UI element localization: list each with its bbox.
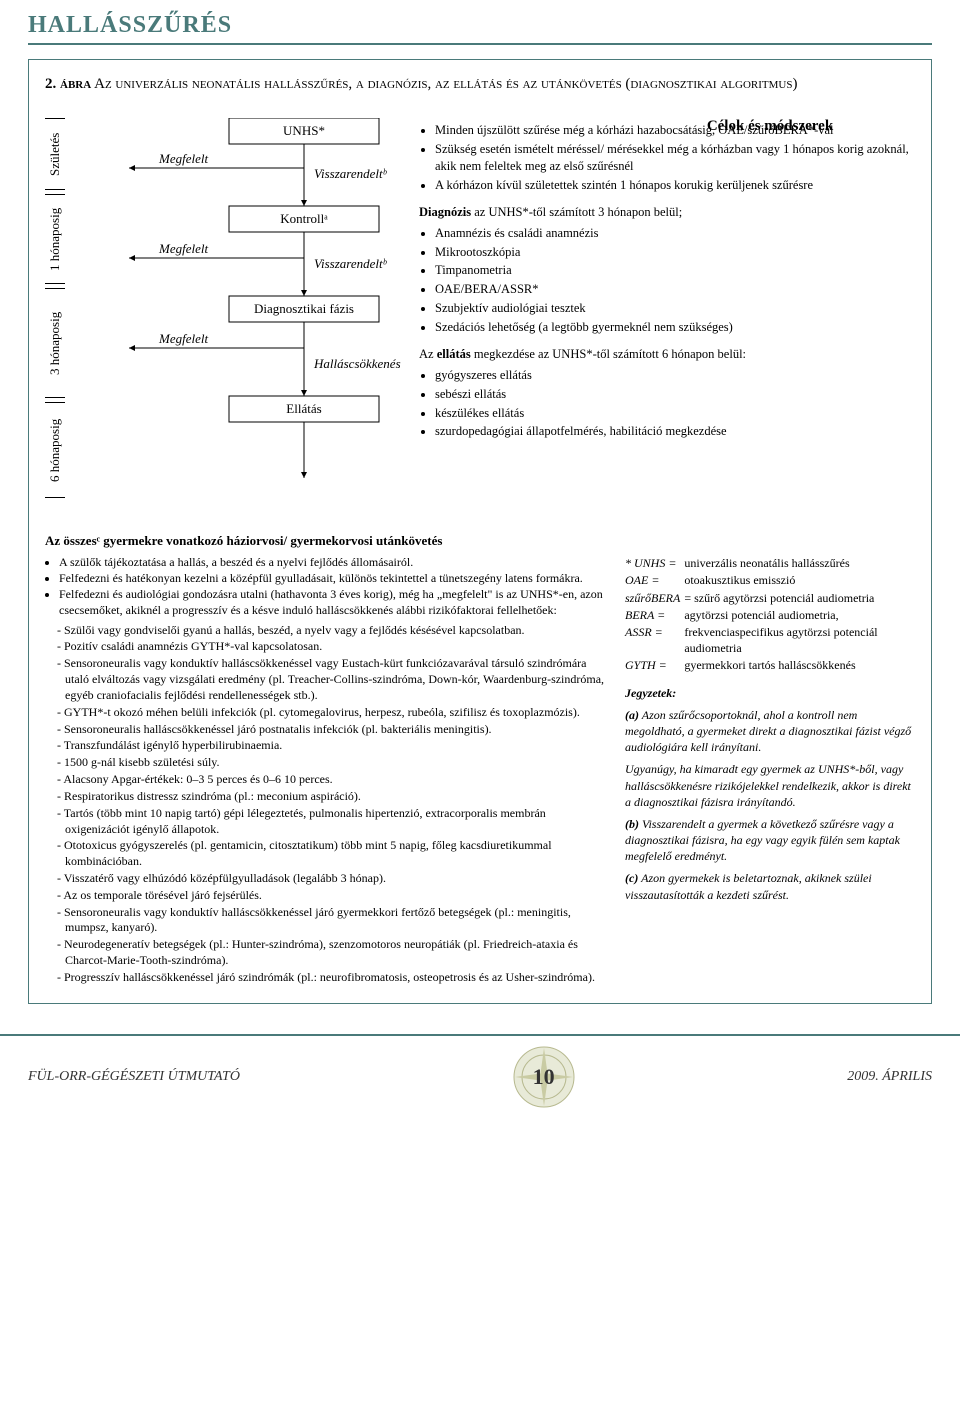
list-item: OAE/BERA/ASSR* — [435, 281, 915, 298]
followup-bullets: A szülők tájékoztatása a hallás, a beszé… — [45, 555, 609, 987]
def-key: BERA = — [625, 607, 684, 624]
def-val: agytörzsi potenciál audiometria, — [684, 607, 915, 624]
sub-item: - Pozitív családi anamnézis GYTH*-val ka… — [51, 639, 609, 655]
flow-megf2: Megfelelt — [158, 241, 208, 256]
list-item: A szülők tájékoztatása a hallás, a beszé… — [59, 555, 609, 571]
footer-left: FÜL-ORR-GÉGÉSZETI ÚTMUTATÓ — [28, 1069, 240, 1085]
timeline-6month: 6 hónaposig — [45, 402, 65, 498]
list-item: Felfedezni és audiológiai gondozásra uta… — [59, 587, 609, 619]
sub-item: - Neurodegeneratív betegségek (pl.: Hunt… — [51, 937, 609, 969]
page-title: HALLÁSSZŰRÉS — [28, 12, 932, 45]
note-a: (a) Azon szűrőcsoportoknál, ahol a kontr… — [625, 707, 915, 756]
list-item: gyógyszeres ellátás — [435, 367, 915, 384]
figure-caption-text: Az univerzális neonatális hallásszűrés, … — [94, 76, 797, 92]
def-key: * UNHS = — [625, 555, 684, 572]
treat-list: gyógyszeres ellátás sebészi ellátás kész… — [419, 367, 915, 441]
followup-title: Az összesᶜ gyermekre vonatkozó háziorvos… — [45, 533, 915, 549]
diag-heading-rest: az UNHS*-től számított 3 hónapon belül; — [471, 205, 682, 219]
note-a2: Ugyanúgy, ha kimaradt egy gyermek az UNH… — [625, 761, 915, 810]
def-key: OAE = — [625, 572, 684, 589]
figure-number: 2. ábra — [45, 76, 91, 92]
list-item: Szubjektív audiológiai tesztek — [435, 300, 915, 317]
flow-vissza2: Visszarendeltᵇ — [314, 256, 388, 271]
footer-right: 2009. ÁPRILIS — [847, 1069, 932, 1085]
list-item: Szedációs lehetőség (a legtöbb gyermekné… — [435, 319, 915, 336]
list-item: szurdopedagógiai állapotfelmérés, habili… — [435, 423, 915, 440]
notes-heading: Jegyzetek: — [625, 685, 915, 701]
diag-heading: Diagnózis — [419, 205, 471, 219]
sub-item: - Transzfundálást igénylő hyperbilirubin… — [51, 738, 609, 754]
goals-title: Célok és módszerek — [625, 118, 915, 135]
note-b: (b) Visszarendelt a gyermek a következő … — [625, 816, 915, 865]
sub-item: - GYTH*-t okozó méhen belüli infekciók (… — [51, 705, 609, 721]
list-item: Mikrootoszkópia — [435, 244, 915, 261]
flow-hcs: Halláscsökkenés — [313, 356, 401, 371]
sub-item: - Sensoroneuralis vagy konduktív hallásc… — [51, 656, 609, 703]
timeline-3month: 3 hónaposig — [45, 288, 65, 398]
definitions-table: * UNHS =univerzális neonatális hallásszű… — [625, 555, 915, 674]
footer-divider — [0, 1034, 960, 1036]
page-number-badge: 10 — [509, 1042, 579, 1112]
diag-list: Anamnézis és családi anamnézis Mikrootos… — [419, 225, 915, 336]
page-footer: FÜL-ORR-GÉGÉSZETI ÚTMUTATÓ 10 2009. ÁPRI… — [0, 1042, 960, 1130]
treat-heading: ellátás — [437, 347, 471, 361]
list-item: Timpanometria — [435, 262, 915, 279]
diagram-frame: 2. ábra Az univerzális neonatális hallás… — [28, 59, 932, 1004]
def-val: univerzális neonatális hallásszűrés — [684, 555, 915, 572]
timeline-birth: Születés — [45, 118, 65, 190]
flowchart-svg: UNHS* Visszarendeltᵇ Megfelelt Kontrollᵃ… — [69, 118, 409, 518]
flow-box-diag: Diagnosztikai fázis — [254, 301, 354, 316]
treat-heading-pre: Az — [419, 347, 437, 361]
flow-megf1: Megfelelt — [158, 151, 208, 166]
list-item: Felfedezni és hatékonyan kezelni a közép… — [59, 571, 609, 587]
sub-item: - Progresszív halláscsökkenéssel járó sz… — [51, 970, 609, 986]
figure-caption: 2. ábra Az univerzális neonatális hallás… — [45, 74, 915, 94]
flow-vissza1: Visszarendeltᵇ — [314, 166, 388, 181]
def-val: otoakusztikus emisszió — [684, 572, 915, 589]
list-item: készülékes ellátás — [435, 405, 915, 422]
list-item: sebészi ellátás — [435, 386, 915, 403]
sub-item: - Az os temporale törésével járó fejsérü… — [51, 888, 609, 904]
flow-column: UNHS* Visszarendeltᵇ Megfelelt Kontrollᵃ… — [69, 118, 409, 523]
def-val: frekvenciaspecifikus agytörzsi potenciál… — [684, 624, 915, 657]
sub-item: - Visszatérő vagy elhúzódó középfülgyull… — [51, 871, 609, 887]
def-key: szűrőBERA — [625, 590, 684, 607]
timeline-1month: 1 hónaposig — [45, 194, 65, 284]
sub-item: - Tartós (több mint 10 napig tartó) gépi… — [51, 806, 609, 838]
goals-column: Minden újszülött szűrése még a kórházi h… — [409, 118, 915, 523]
definitions-column: * UNHS =univerzális neonatális hallásszű… — [625, 555, 915, 987]
flow-box-ellatas: Ellátás — [286, 401, 321, 416]
def-key: ASSR = — [625, 624, 684, 657]
sub-item: - Ototoxicus gyógyszerelés (pl. gentamic… — [51, 838, 609, 870]
flow-box-kontroll: Kontrollᵃ — [280, 211, 328, 226]
def-key: GYTH = — [625, 657, 684, 674]
sub-item: - Alacsony Apgar-értékek: 0–3 5 perces é… — [51, 772, 609, 788]
page-number: 10 — [509, 1042, 579, 1112]
def-val: = szűrő agytörzsi potenciál audiometria — [684, 590, 915, 607]
note-c: (c) Azon gyermekek is beletartoznak, aki… — [625, 870, 915, 902]
flow-box-unhs: UNHS* — [283, 123, 325, 138]
list-item: A kórházon kívül születettek szintén 1 h… — [435, 177, 915, 194]
timeline-column: Születés 1 hónaposig 3 hónaposig 6 hónap… — [45, 118, 65, 523]
def-val: gyermekkori tartós halláscsökkenés — [684, 657, 915, 674]
treat-heading-post: megkezdése az UNHS*-től számított 6 hóna… — [471, 347, 746, 361]
list-item: Szükség esetén ismételt méréssel/ mérése… — [435, 141, 915, 175]
sub-item: - 1500 g-nál kisebb születési súly. — [51, 755, 609, 771]
sub-item: - Sensoroneuralis halláscsökkenéssel jár… — [51, 722, 609, 738]
sub-item: - Szülői vagy gondviselői gyanú a hallás… — [51, 623, 609, 639]
sub-item: - Sensoroneuralis vagy konduktív hallásc… — [51, 905, 609, 937]
sub-item: - Respiratorikus distressz szindróma (pl… — [51, 789, 609, 805]
flow-megf3: Megfelelt — [158, 331, 208, 346]
list-item: Anamnézis és családi anamnézis — [435, 225, 915, 242]
